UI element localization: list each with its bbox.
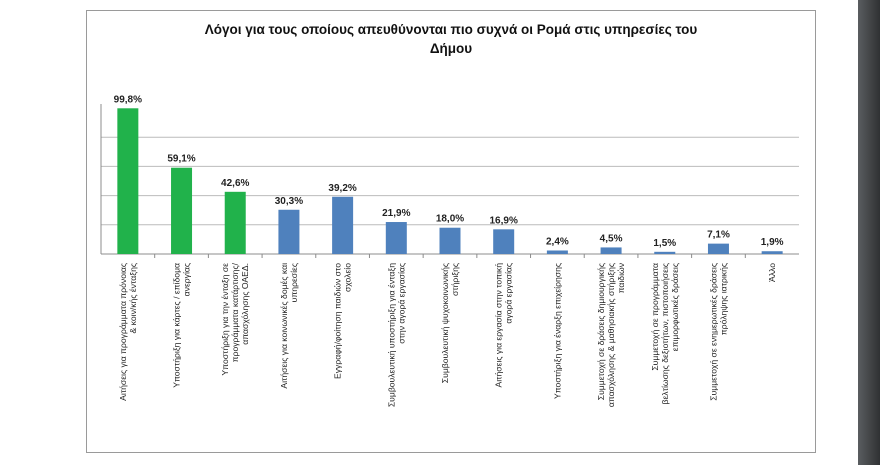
tick-label-line: Υποστήριξη για την ένταξη σε — [220, 263, 230, 376]
bar-chart: Λόγοι για τους οποίους απευθύνονται πιο … — [100, 22, 799, 407]
data-label: 18,0% — [436, 214, 464, 225]
tick-label-line: βελτίωσης δεξιοτήτων, πιστοποιήσεις — [660, 263, 670, 405]
data-label: 42,6% — [221, 178, 249, 189]
data-label: 21,9% — [382, 208, 410, 219]
data-label: 1,5% — [653, 238, 676, 249]
tick-label-line: παιδιών — [616, 263, 626, 293]
bar — [278, 209, 300, 254]
tick-label: Συμμετοχή σε ενημερωτικές δράσειςπρόληψη… — [708, 263, 728, 401]
tick-label: Αιτήσεις για εργασία στην τοπικήαγορά ερ… — [494, 263, 514, 388]
tick-label: Εγγραφή/φοίτηση παιδιών στοσχολείο — [333, 263, 353, 379]
tick-label: Άλλο — [767, 263, 777, 282]
tick-label: Συμμετοχή σε δράσεις δημιουργικήςαπασχόλ… — [596, 263, 626, 407]
data-label: 99,8% — [114, 94, 142, 105]
window-edge — [858, 0, 880, 465]
bar — [493, 229, 515, 254]
bar — [439, 227, 461, 254]
tick-label: Υποστήριξη για την ένταξη σεπρογράμματα … — [220, 262, 250, 375]
bar — [171, 167, 193, 254]
tick-label: Συμβουλευτική υποστήριξη για ένταξηστην … — [386, 263, 406, 407]
chart-title: Δήμου — [430, 41, 472, 56]
tick-label: Συμμετοχή σε προγράμματαβελτίωσης δεξιοτ… — [650, 263, 680, 405]
tick-label-line: επιμορφωτικές δράσεις — [670, 263, 680, 351]
tick-label-line: υπηρεσίες — [289, 263, 299, 302]
bar — [224, 191, 246, 254]
bar — [117, 108, 139, 255]
bar — [761, 251, 783, 254]
data-label: 16,9% — [490, 215, 518, 226]
tick-label-line: Συμμετοχή σε δράσεις δημιουργικής — [596, 263, 606, 400]
tick-label-line: στην αγορά εργασίας — [396, 263, 406, 344]
tick-label-line: απασχόλησης & μαθησιακής στήριξης — [606, 263, 616, 407]
data-label: 7,1% — [707, 230, 730, 241]
tick-label: Υποστήριξη για κάρτες / επίδομαανεργίας — [172, 263, 192, 388]
bar — [707, 243, 729, 254]
data-label: 4,5% — [600, 233, 623, 244]
tick-label-line: στήριξης — [450, 263, 460, 296]
tick-label: Αιτήσεις για κοινωνικές δομές καιυπηρεσί… — [279, 263, 299, 389]
tick-label: Υποστήριξη για έναρξη επιχείρησης — [552, 263, 562, 399]
tick-label: Αιτήσεις για προγράμματα πρόνοιας& κοιν/… — [118, 263, 138, 401]
document-page: Λόγοι για τους οποίους απευθύνονται πιο … — [0, 0, 858, 465]
bar — [385, 222, 407, 254]
tick-label-line: Συμμετοχή σε προγράμματα — [650, 263, 660, 371]
tick-label-line: Συμβουλευτική υποστήριξη για ένταξη — [386, 263, 396, 407]
tick-label-line: Αιτήσεις για εργασία στην τοπική — [494, 263, 504, 388]
tick-label-line: Υποστήριξη για κάρτες / επίδομα — [172, 263, 182, 388]
data-label: 39,2% — [328, 183, 356, 194]
bar — [600, 247, 622, 254]
tick-label-line: & κοιν/κής ένταξης — [128, 263, 138, 333]
tick-label-line: Αιτήσεις για κοινωνικές δομές και — [279, 263, 289, 389]
tick-label-line: Συμβουλευτική ψυχοκοινωνικής — [440, 263, 450, 383]
data-label: 2,4% — [546, 236, 569, 247]
bar — [546, 250, 568, 254]
bar — [332, 196, 354, 254]
tick-label-line: σχολείο — [343, 263, 353, 292]
tick-label-line: απασχόλησης ΟΑΕΔ. — [240, 263, 250, 345]
tick-label-line: Άλλο — [767, 263, 777, 282]
tick-label-line: πρόληψης ιατρικής — [718, 263, 728, 335]
tick-label-line: αγορά εργασίας — [504, 263, 514, 324]
chart-frame: Λόγοι για τους οποίους απευθύνονται πιο … — [86, 10, 816, 453]
tick-label-line: προγράμματα κατάρτισης/ — [230, 262, 240, 362]
data-label: 59,1% — [167, 154, 195, 165]
data-label: 30,3% — [275, 196, 303, 207]
tick-label-line: ανεργίας — [182, 263, 192, 296]
chart-title: Λόγοι για τους οποίους απευθύνονται πιο … — [205, 22, 698, 37]
tick-label-line: Υποστήριξη για έναρξη επιχείρησης — [552, 263, 562, 399]
tick-label-line: Αιτήσεις για προγράμματα πρόνοιας — [118, 263, 128, 401]
tick-label: Συμβουλευτική ψυχοκοινωνικήςστήριξης — [440, 263, 460, 383]
data-label: 1,9% — [761, 237, 784, 248]
tick-label-line: Συμμετοχή σε ενημερωτικές δράσεις — [708, 263, 718, 401]
bar — [654, 251, 676, 254]
tick-label-line: Εγγραφή/φοίτηση παιδιών στο — [333, 263, 343, 379]
